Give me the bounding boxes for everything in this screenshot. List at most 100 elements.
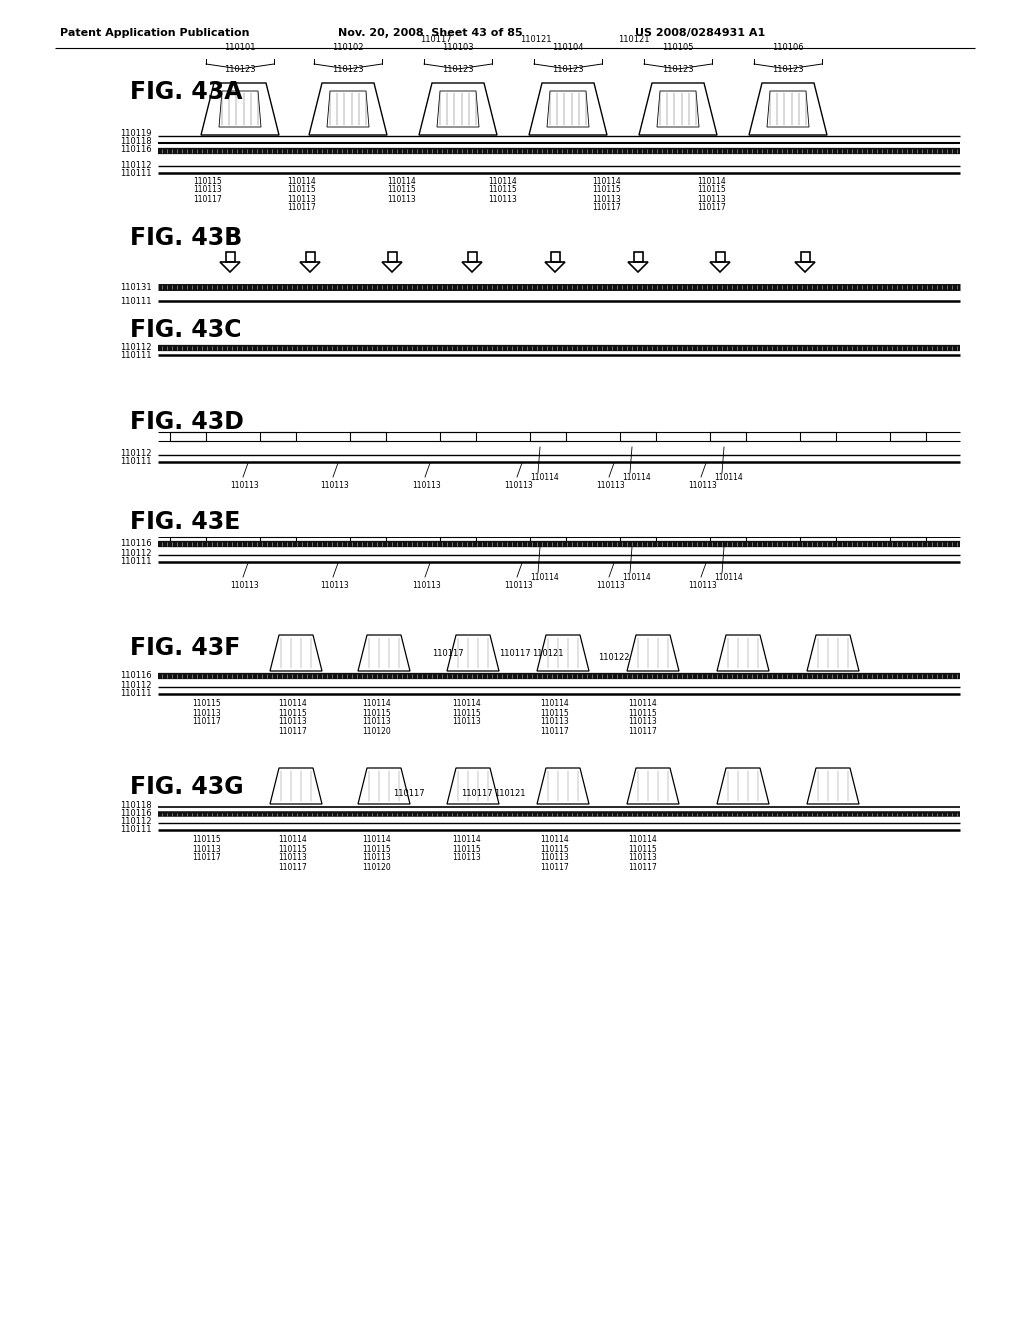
Text: 110113: 110113 <box>488 194 517 203</box>
Text: 110121: 110121 <box>532 648 563 657</box>
Text: 110102: 110102 <box>332 44 364 53</box>
Text: 110113: 110113 <box>452 854 480 862</box>
Text: 110111: 110111 <box>121 458 152 466</box>
Bar <box>620 432 656 441</box>
Text: 110113: 110113 <box>412 582 440 590</box>
Text: 110105: 110105 <box>662 44 693 53</box>
Text: FIG. 43D: FIG. 43D <box>130 411 244 434</box>
Text: 110117: 110117 <box>432 648 464 657</box>
Bar <box>634 252 642 261</box>
Text: 110116: 110116 <box>121 145 152 154</box>
Text: 110117: 110117 <box>193 854 221 862</box>
Text: 110115: 110115 <box>452 709 480 718</box>
Bar <box>551 252 559 261</box>
Text: 110114: 110114 <box>628 836 656 845</box>
Text: FIG. 43E: FIG. 43E <box>130 510 241 535</box>
Text: 110117: 110117 <box>628 726 656 735</box>
Text: 110117: 110117 <box>193 718 221 726</box>
Text: 110114: 110114 <box>362 836 391 845</box>
Text: 110114: 110114 <box>452 700 480 709</box>
Text: 110117: 110117 <box>540 862 568 871</box>
Text: 110115: 110115 <box>628 845 656 854</box>
Text: 110112: 110112 <box>121 817 152 826</box>
Text: 110116: 110116 <box>121 671 152 680</box>
Text: 110114: 110114 <box>714 573 742 582</box>
Text: 110113: 110113 <box>688 582 717 590</box>
Text: 110106: 110106 <box>772 44 804 53</box>
Text: 110121: 110121 <box>618 36 649 45</box>
Text: 110114: 110114 <box>714 473 742 482</box>
Bar <box>710 432 746 441</box>
Bar <box>890 432 926 441</box>
Text: 110120: 110120 <box>362 862 391 871</box>
Text: 110113: 110113 <box>540 854 568 862</box>
Text: 110114: 110114 <box>540 700 568 709</box>
Text: FIG. 43F: FIG. 43F <box>130 636 241 660</box>
Text: 110113: 110113 <box>193 186 222 194</box>
Text: 110123: 110123 <box>662 66 693 74</box>
Text: FIG. 43C: FIG. 43C <box>130 318 242 342</box>
Text: 110114: 110114 <box>278 700 307 709</box>
Text: 110101: 110101 <box>224 44 256 53</box>
Text: 110113: 110113 <box>628 854 656 862</box>
Text: 110113: 110113 <box>688 482 717 491</box>
Text: 110117: 110117 <box>499 648 530 657</box>
Bar <box>800 432 836 441</box>
Text: 110113: 110113 <box>387 194 416 203</box>
Text: 110112: 110112 <box>121 161 152 169</box>
Bar <box>710 537 746 546</box>
Text: 110114: 110114 <box>622 573 650 582</box>
Text: 110115: 110115 <box>540 845 568 854</box>
Text: 110116: 110116 <box>121 539 152 548</box>
Text: Nov. 20, 2008  Sheet 43 of 85: Nov. 20, 2008 Sheet 43 of 85 <box>338 28 522 38</box>
Text: 110112: 110112 <box>121 549 152 558</box>
Text: 110123: 110123 <box>772 66 804 74</box>
Text: 110113: 110113 <box>697 194 726 203</box>
Text: 110112: 110112 <box>121 342 152 351</box>
Text: 110117: 110117 <box>278 862 307 871</box>
Text: 110115: 110115 <box>193 836 221 845</box>
Text: 110113: 110113 <box>452 718 480 726</box>
Bar <box>170 432 206 441</box>
Bar <box>800 537 836 546</box>
Text: FIG. 43A: FIG. 43A <box>130 81 243 104</box>
Text: US 2008/0284931 A1: US 2008/0284931 A1 <box>635 28 765 38</box>
Text: 110113: 110113 <box>319 582 349 590</box>
Text: 110113: 110113 <box>230 582 259 590</box>
Text: 110122: 110122 <box>598 652 630 661</box>
Text: 110114: 110114 <box>530 473 559 482</box>
Text: 110120: 110120 <box>362 726 391 735</box>
Text: 110118: 110118 <box>121 801 152 810</box>
Text: 110113: 110113 <box>287 194 315 203</box>
Bar <box>170 537 206 546</box>
Text: 110113: 110113 <box>596 482 625 491</box>
Text: 110115: 110115 <box>287 186 315 194</box>
Text: FIG. 43G: FIG. 43G <box>130 775 244 799</box>
Bar <box>801 252 810 261</box>
Text: 110114: 110114 <box>592 177 621 186</box>
Text: 110112: 110112 <box>121 681 152 690</box>
Text: Patent Application Publication: Patent Application Publication <box>60 28 250 38</box>
Text: 110123: 110123 <box>552 66 584 74</box>
Bar <box>530 537 566 546</box>
Text: 110115: 110115 <box>452 845 480 854</box>
Text: 110131: 110131 <box>121 282 152 292</box>
Text: 110115: 110115 <box>387 186 416 194</box>
Text: 110111: 110111 <box>121 351 152 359</box>
Text: 110112: 110112 <box>121 450 152 458</box>
Text: 110115: 110115 <box>697 186 726 194</box>
Text: 110113: 110113 <box>540 718 568 726</box>
Text: 110114: 110114 <box>387 177 416 186</box>
Text: 110111: 110111 <box>121 169 152 177</box>
Text: 110114: 110114 <box>362 700 391 709</box>
Text: 110117: 110117 <box>697 203 726 213</box>
Text: 110103: 110103 <box>442 44 474 53</box>
Text: 110114: 110114 <box>628 700 656 709</box>
Text: 110121: 110121 <box>520 36 552 45</box>
Bar <box>890 537 926 546</box>
Bar <box>468 252 476 261</box>
Bar <box>260 537 296 546</box>
Text: 110111: 110111 <box>121 689 152 698</box>
Text: 110111: 110111 <box>121 557 152 566</box>
Text: 110113: 110113 <box>596 582 625 590</box>
